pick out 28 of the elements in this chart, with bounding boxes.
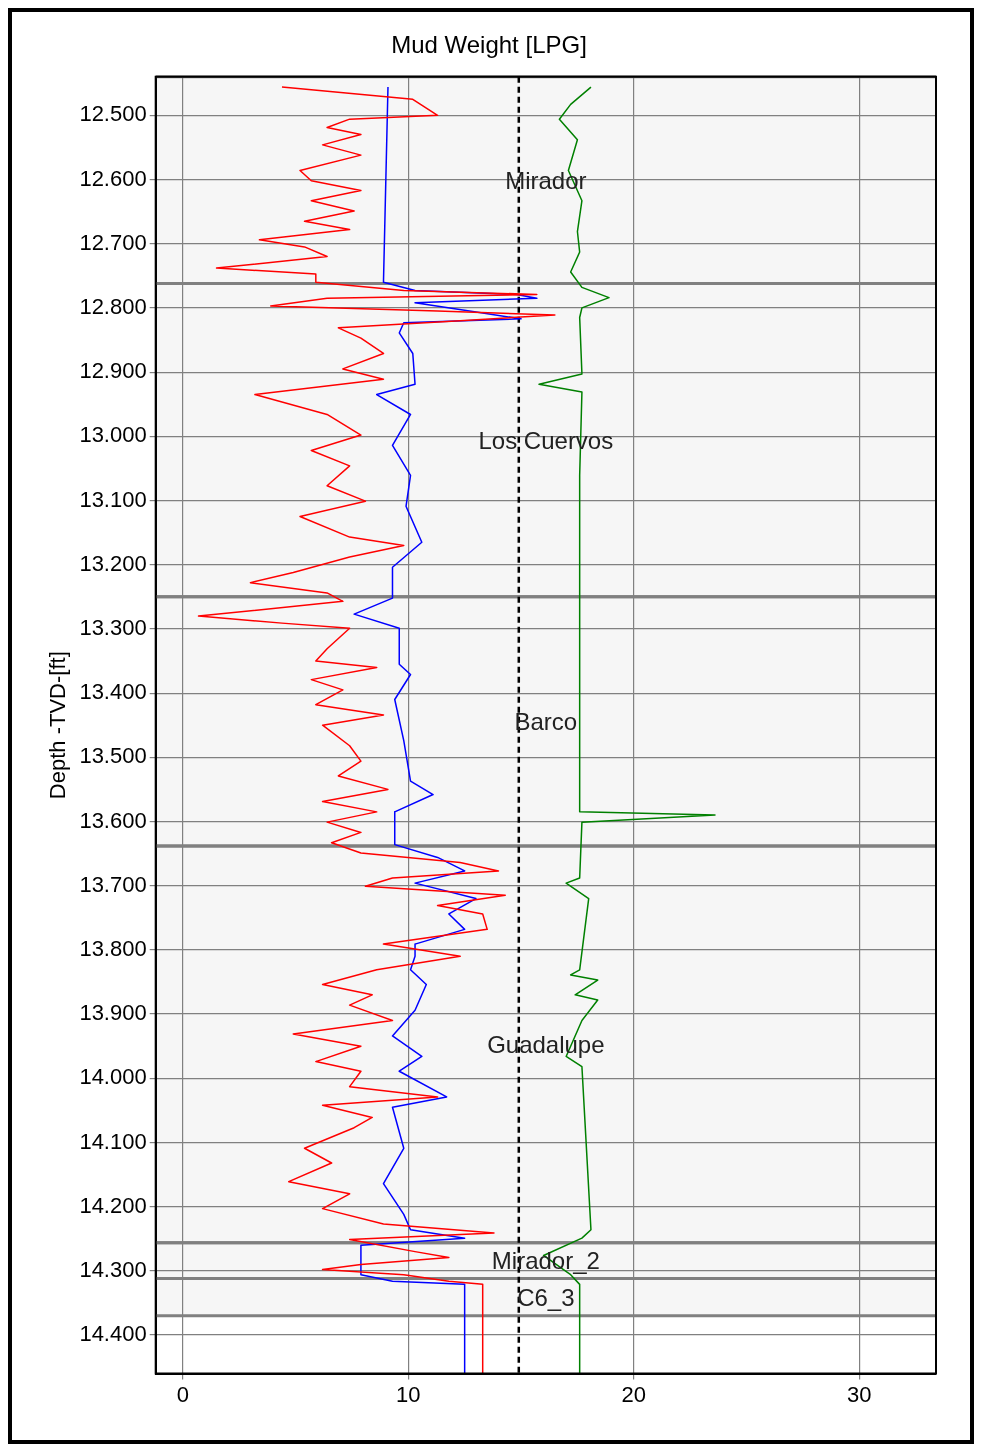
chart-title: Mud Weight [LPG] (391, 31, 587, 59)
y-tick-label: 13.900 (79, 1000, 147, 1026)
band-label: Barco (514, 707, 578, 735)
y-tick-label: 13.000 (79, 422, 147, 448)
y-tick-label: 13.300 (79, 614, 147, 640)
y-tick-label: 12.600 (79, 165, 147, 191)
x-tick-label: 30 (847, 1381, 872, 1407)
y-tick-label: 13.100 (79, 486, 147, 512)
y-tick-label: 14.300 (79, 1256, 147, 1282)
y-tick-label: 13.800 (79, 935, 147, 961)
y-tick-label: 14.200 (79, 1192, 147, 1218)
y-tick-label: 13.200 (79, 550, 147, 576)
y-tick-label: 12.700 (79, 229, 147, 255)
y-tick-label: 12.800 (79, 293, 147, 319)
band-label: C6_3 (517, 1283, 575, 1311)
y-tick-label: 13.600 (79, 807, 147, 833)
y-tick-label: 13.500 (79, 743, 147, 769)
y-tick-label: 13.400 (79, 679, 147, 705)
x-tick-label: 0 (176, 1381, 189, 1407)
y-tick-label: 12.900 (79, 358, 147, 384)
y-tick-label: 13.700 (79, 871, 147, 897)
y-tick-label: 14.000 (79, 1064, 147, 1090)
y-axis-title: Depth -TVD-[ft] (45, 651, 71, 800)
x-tick-label: 20 (621, 1381, 647, 1407)
x-tick-label: 10 (396, 1381, 421, 1407)
y-tick-label: 12.500 (79, 101, 147, 127)
y-tick-label: 14.100 (79, 1128, 147, 1154)
y-tick-label: 14.400 (79, 1321, 147, 1347)
